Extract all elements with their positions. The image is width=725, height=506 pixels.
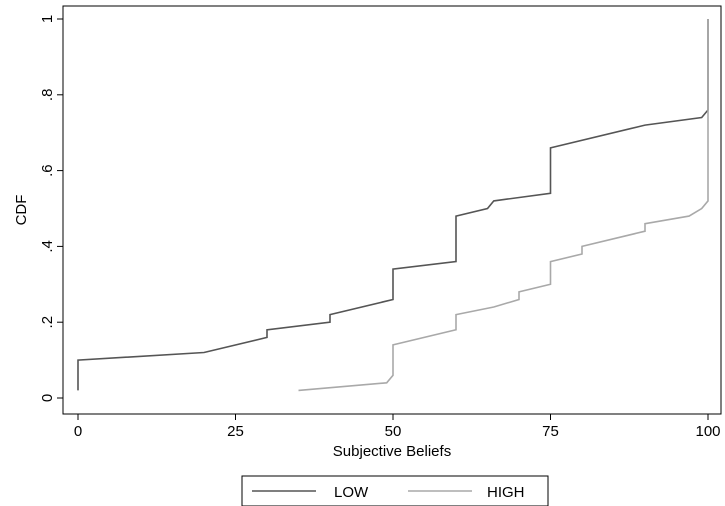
x-tick-label: 100 xyxy=(695,423,720,440)
series-line-low xyxy=(77,19,709,391)
y-axis: 0 .2 .4 .6 .8 1 xyxy=(39,15,63,402)
y-tick-label: 1 xyxy=(39,15,56,23)
legend: LOW HIGH xyxy=(241,475,549,506)
x-axis-title: Subjective Beliefs xyxy=(333,443,451,460)
y-axis-title: CDF xyxy=(13,195,30,226)
x-axis: 0 25 50 75 100 xyxy=(74,414,721,440)
y-tick-label: .6 xyxy=(39,164,56,177)
x-tick-label: 75 xyxy=(542,423,559,440)
x-tick-label: 0 xyxy=(74,423,82,440)
legend-label-high: HIGH xyxy=(487,484,525,501)
y-tick-label: .8 xyxy=(39,89,56,102)
x-tick-label: 50 xyxy=(385,423,402,440)
y-tick-label: .2 xyxy=(39,316,56,329)
series-layer xyxy=(77,19,709,392)
y-tick-label: .4 xyxy=(39,240,56,253)
x-tick-label: 25 xyxy=(227,423,244,440)
series-line-high xyxy=(298,19,709,392)
legend-label-low: LOW xyxy=(334,484,369,501)
y-tick-label: 0 xyxy=(39,394,56,402)
plot-frame xyxy=(62,5,722,415)
